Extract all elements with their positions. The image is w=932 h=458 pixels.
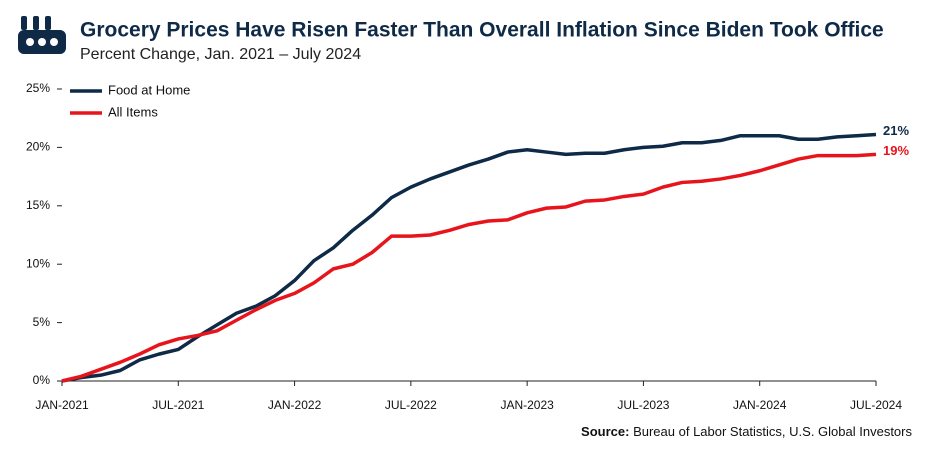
x-tick-label: JUL-2023 — [617, 398, 669, 412]
line-series — [61, 152, 877, 383]
y-tick-label: 25% — [26, 81, 50, 95]
y-tick-label: 0% — [33, 373, 51, 387]
chart-title: Grocery Prices Have Risen Faster Than Ov… — [80, 19, 884, 42]
end-label: 21% — [883, 123, 909, 138]
y-tick-label: 5% — [33, 315, 51, 329]
source: Source: Bureau of Labor Statistics, U.S.… — [581, 424, 912, 439]
x-tick-label: JUL-2024 — [850, 398, 902, 412]
y-tick-label: 20% — [26, 140, 50, 154]
x-tick-label: JUL-2021 — [152, 398, 204, 412]
x-tick-label: JUL-2022 — [385, 398, 437, 412]
y-tick-label: 10% — [26, 256, 50, 270]
x-tick-label: JAN-2022 — [268, 398, 322, 412]
legend-label: Food at Home — [108, 82, 190, 97]
y-tick-label: 15% — [26, 198, 50, 212]
end-label: 19% — [883, 143, 909, 158]
logo-icon — [18, 16, 66, 54]
x-tick-label: JAN-2023 — [500, 398, 554, 412]
source-label: Source: — [581, 424, 629, 439]
x-tick-label: JAN-2021 — [35, 398, 89, 412]
legend-label: All Items — [108, 104, 158, 119]
source-text: Bureau of Labor Statistics, U.S. Global … — [633, 424, 912, 439]
chart-subtitle: Percent Change, Jan. 2021 – July 2024 — [80, 46, 361, 63]
x-tick-label: JAN-2024 — [733, 398, 787, 412]
